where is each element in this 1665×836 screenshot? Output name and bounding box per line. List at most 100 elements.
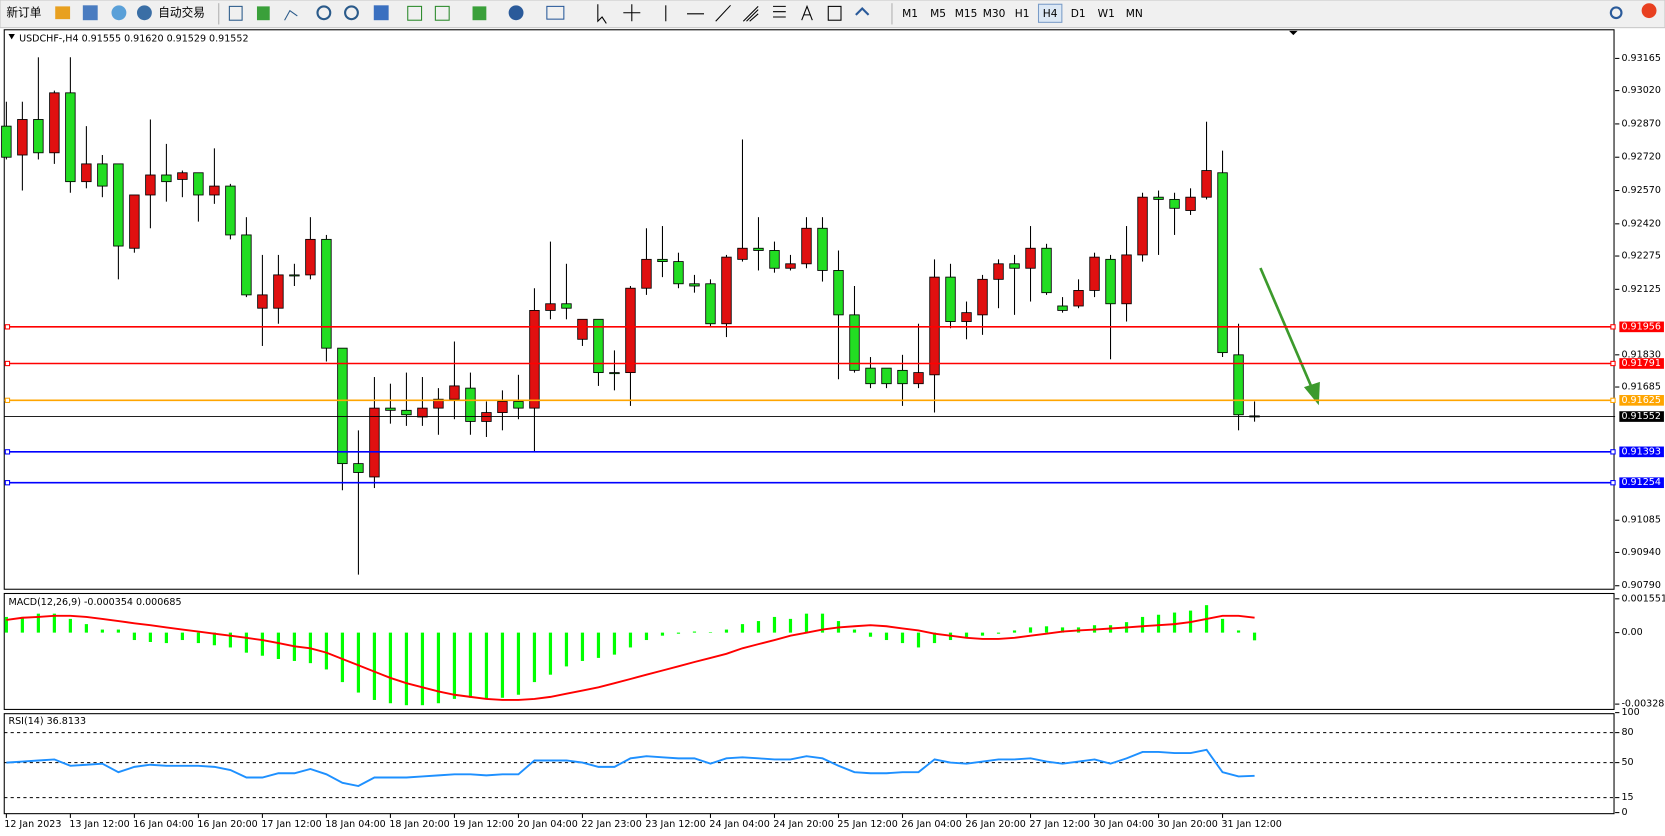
candle-body xyxy=(1121,254,1132,305)
macd-bar xyxy=(740,624,745,633)
level-label-bg xyxy=(1619,477,1664,489)
icon-arrows[interactable] xyxy=(855,7,870,16)
macd-bar xyxy=(228,632,232,648)
macd-bar xyxy=(884,632,889,641)
timeframe-button[interactable]: MN xyxy=(1126,7,1143,20)
candle-body xyxy=(801,227,812,265)
icon-search[interactable] xyxy=(1609,6,1623,20)
timeframe-button[interactable]: H4 xyxy=(1043,7,1058,20)
macd-bar xyxy=(596,632,601,658)
macd-bar xyxy=(484,632,489,699)
main-pane: USDCHF-,H4 0.91555 0.91620 0.91529 0.915… xyxy=(3,29,1615,590)
shift-marker xyxy=(1289,30,1298,36)
macd-bar xyxy=(1236,630,1241,633)
icon-periods[interactable] xyxy=(508,5,524,21)
icon-globe[interactable] xyxy=(111,5,127,21)
icon-line[interactable] xyxy=(284,9,298,21)
icon-shift[interactable] xyxy=(434,5,450,21)
icon-autoscroll[interactable] xyxy=(407,5,423,21)
candle-body xyxy=(529,309,540,409)
y-tick-label: 0.92420 xyxy=(1621,218,1660,229)
macd-bar xyxy=(868,632,873,637)
icon-cursor[interactable] xyxy=(597,4,607,24)
macd-bar xyxy=(532,632,537,683)
icon-channel[interactable] xyxy=(742,6,759,22)
icon-label[interactable] xyxy=(827,5,842,21)
icon-tile[interactable] xyxy=(373,5,389,21)
timeframe-button[interactable]: M1 xyxy=(902,7,918,20)
macd-bar xyxy=(692,631,697,633)
candle-body xyxy=(929,276,940,376)
button-label[interactable]: 新订单 xyxy=(6,5,41,19)
macd-bar xyxy=(772,616,777,633)
timeframe-button[interactable]: M5 xyxy=(930,7,946,20)
timeframe-button[interactable]: D1 xyxy=(1071,7,1086,20)
timeframe-button[interactable]: M15 xyxy=(955,7,978,20)
x-tick-label: 19 Jan 12:00 xyxy=(453,819,513,830)
indicator-value: 36.8133 xyxy=(47,716,86,727)
current-price-bg xyxy=(1619,411,1664,422)
candle-body xyxy=(161,174,172,183)
y-tick-label: 0.92570 xyxy=(1621,185,1660,196)
ohlc-value: 0.91555 xyxy=(82,33,121,44)
level-label-bg xyxy=(1619,395,1664,406)
icon-indicators[interactable] xyxy=(472,6,487,21)
candle-body xyxy=(209,185,220,196)
macd-bar xyxy=(628,632,633,648)
macd-bar xyxy=(516,632,521,695)
x-tick-label: 17 Jan 12:00 xyxy=(261,819,321,830)
y-tick-label: 15 xyxy=(1621,792,1633,803)
icon-bars[interactable] xyxy=(228,5,243,21)
indicator-header: RSI(14) 36.8133 xyxy=(8,716,86,727)
candle-body xyxy=(993,263,1004,280)
icon-fibo[interactable] xyxy=(773,5,786,18)
icon-zoom-in[interactable] xyxy=(316,5,332,21)
macd-bar xyxy=(852,629,857,633)
macd-bar xyxy=(468,632,473,698)
icon-templates[interactable] xyxy=(546,5,565,20)
candle-body xyxy=(17,119,28,156)
candle-body xyxy=(225,185,236,236)
macd-bar xyxy=(388,632,393,704)
chart-header: USDCHF-,H4 0.91555 0.91620 0.91529 0.915… xyxy=(19,33,248,44)
level-handle xyxy=(4,360,11,367)
timeframe-button[interactable]: W1 xyxy=(1098,7,1115,20)
icon-notifications[interactable] xyxy=(1641,3,1657,19)
macd-bar xyxy=(980,632,985,636)
macd-bar xyxy=(420,632,425,706)
timeframe-button[interactable]: H1 xyxy=(1015,7,1030,20)
icon-zoom-out[interactable] xyxy=(344,5,359,21)
candle-body xyxy=(545,303,556,311)
toolbar: 新订单 自动交易 xyxy=(0,0,1665,29)
icon-folder[interactable] xyxy=(55,6,71,20)
icon-crosshair[interactable] xyxy=(623,4,641,22)
icon-candles[interactable] xyxy=(256,6,270,21)
macd-bar xyxy=(724,629,729,633)
macd-bar xyxy=(1172,612,1177,633)
y-tick-label: 0.90940 xyxy=(1621,547,1660,558)
macd-bar xyxy=(1252,632,1257,641)
macd-bar xyxy=(964,632,969,638)
macd-bar xyxy=(36,613,40,633)
icon-account[interactable] xyxy=(82,5,98,21)
macd-bar xyxy=(580,632,585,661)
timeframe-button[interactable]: M30 xyxy=(983,7,1006,20)
macd-bar xyxy=(84,624,88,633)
macd-bar xyxy=(548,632,553,675)
macd-bar xyxy=(900,632,905,644)
candle-body xyxy=(961,312,972,322)
macd-bar xyxy=(212,632,216,646)
x-tick-label: 16 Jan 20:00 xyxy=(197,819,257,830)
arrow-head xyxy=(1303,381,1320,406)
candle-body xyxy=(753,247,764,251)
y-tick-label: 0.92720 xyxy=(1621,152,1660,163)
ohlc-value: 0.91529 xyxy=(167,33,206,44)
button-label[interactable]: 自动交易 xyxy=(158,5,205,19)
ohlc-value: 0.91620 xyxy=(124,33,163,44)
y-tick-label: 0.90790 xyxy=(1621,580,1660,591)
macd-bar xyxy=(1028,627,1033,633)
icon-auto[interactable] xyxy=(136,5,152,21)
icon-text[interactable] xyxy=(801,4,813,21)
candle-body xyxy=(785,263,796,269)
icon-trendline[interactable] xyxy=(715,4,731,22)
